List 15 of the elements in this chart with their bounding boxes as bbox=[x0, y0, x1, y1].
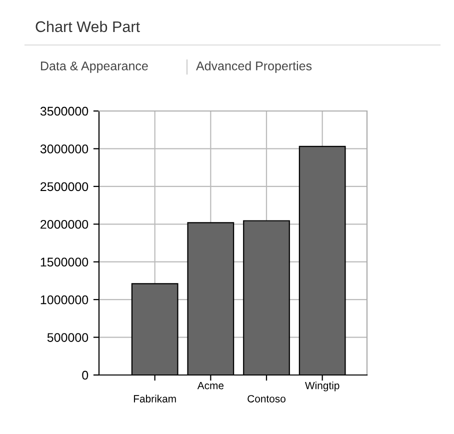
text: Advanced Properties bbox=[196, 61, 312, 73]
x-tick-label: Contoso bbox=[248, 395, 286, 402]
text: Data & Appearance bbox=[41, 62, 148, 73]
y-tick-label: 0 bbox=[82, 370, 88, 380]
y-tick-label: 1000000 bbox=[40, 295, 88, 304]
x-tick-label: Fabrikam bbox=[134, 394, 176, 402]
y-tick-label: 3000000 bbox=[40, 144, 88, 154]
x-tick-label: Wingtip bbox=[305, 382, 340, 392]
chart-title: Chart Web Part bbox=[36, 20, 140, 32]
x-tick-label: Acme bbox=[197, 382, 224, 390]
y-tick-label: 3500000 bbox=[40, 106, 88, 116]
y-tick-label: 2000000 bbox=[40, 220, 88, 229]
y-tick-label: 500000 bbox=[47, 333, 88, 342]
y-tick-label: 2500000 bbox=[40, 182, 88, 192]
y-tick-label: 1500000 bbox=[40, 258, 88, 267]
